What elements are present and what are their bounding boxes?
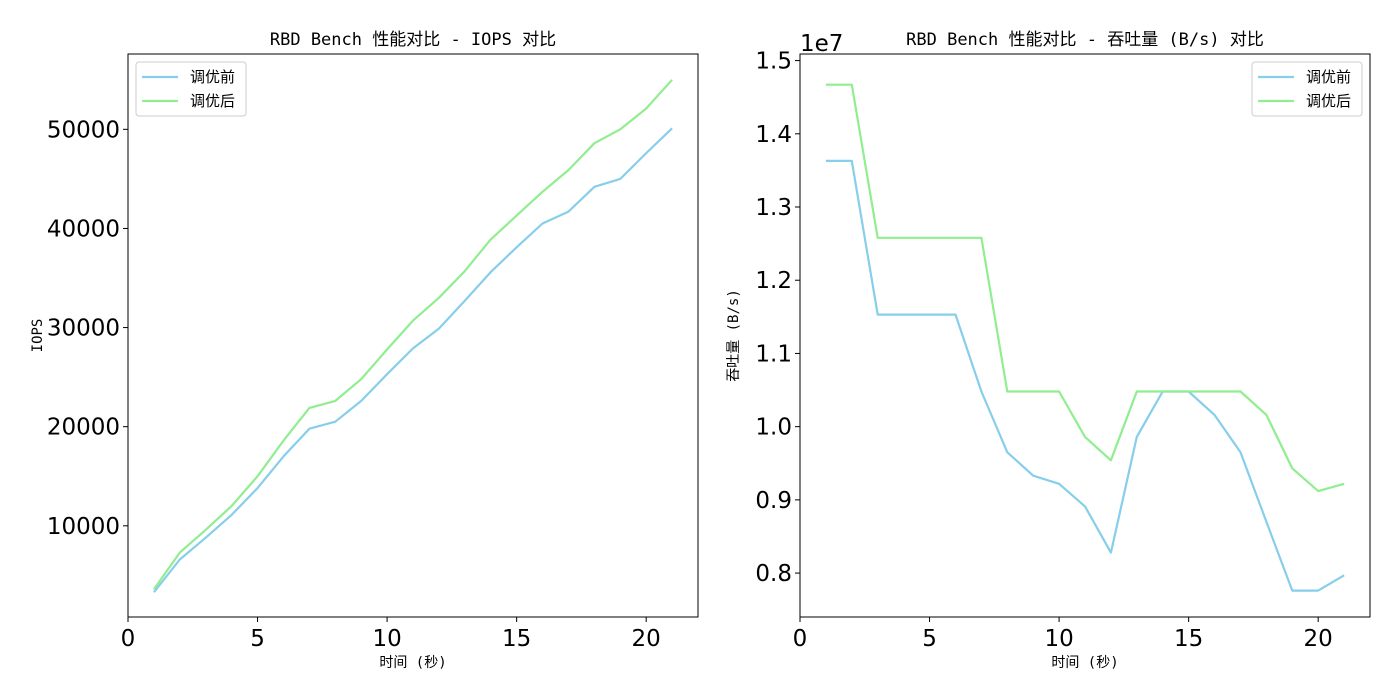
chart-1-x-tick-label: 10 [372,626,401,652]
chart-1-y-tick-label: 40000 [47,216,120,242]
chart-2-x-tick-label: 20 [1304,626,1333,652]
chart-1-y-axis-label: IOPS [30,319,46,353]
chart-1-x-tick-label: 20 [632,626,661,652]
chart-2-x-tick-label: 0 [793,626,808,652]
chart-2-y-tick-label: 1.5 [755,49,792,75]
chart-1-x-tick-label: 15 [502,626,531,652]
chart-2-legend-label-1: 调优前 [1306,68,1351,86]
chart-1-legend-box [135,61,247,117]
chart-1-y-tick-label: 20000 [47,415,120,441]
chart-2-series-line-2 [825,83,1345,493]
chart-2-legend-box [1251,61,1363,117]
chart-1-x-tick-label: 5 [250,626,265,652]
chart-1-y-tick-label: 30000 [47,316,120,342]
chart-2-y-tick-label: 1.2 [755,268,792,294]
chart-1-legend-label-1: 调优前 [190,68,235,86]
chart-1-plot-frame [127,53,699,618]
chart-2-y-tick-label: 1.0 [755,415,792,441]
chart-1-title: RBD Bench 性能对比 - IOPS 对比 [270,30,556,50]
chart-2-x-tick-label: 15 [1174,626,1203,652]
chart-2-y-tick-label: 1.4 [755,122,792,148]
chart-2-y-tick-label: 0.9 [755,488,792,514]
chart-1-series-line-2 [153,79,673,590]
chart-2-plot-frame [799,53,1371,618]
chart-1-y-tick-label: 10000 [47,514,120,540]
chart-1-series-line-1 [153,127,673,593]
chart-2-title: RBD Bench 性能对比 - 吞吐量 (B/s) 对比 [906,30,1264,50]
chart-1-x-axis-label: 时间 (秒) [379,655,446,671]
chart-2-x-tick-label: 10 [1044,626,1073,652]
chart-2-series-line-1 [825,159,1345,592]
chart-2-x-tick-label: 5 [922,626,937,652]
chart-1-y-tick-label: 50000 [47,117,120,143]
chart-1-x-tick-label: 0 [121,626,136,652]
chart-2-y-tick-label: 0.8 [755,561,792,587]
chart-1-legend-label-2: 调优后 [190,92,235,110]
chart-2-y-tick-label: 1.1 [755,341,792,367]
chart-2-y-axis-label: 吞吐量 (B/s) [726,289,742,382]
chart-2-legend-label-2: 调优后 [1306,92,1351,110]
chart-2-y-tick-label: 1.3 [755,195,792,221]
chart-2-x-axis-label: 时间 (秒) [1051,655,1118,671]
chart-2-offset-label: 1e7 [800,31,843,57]
